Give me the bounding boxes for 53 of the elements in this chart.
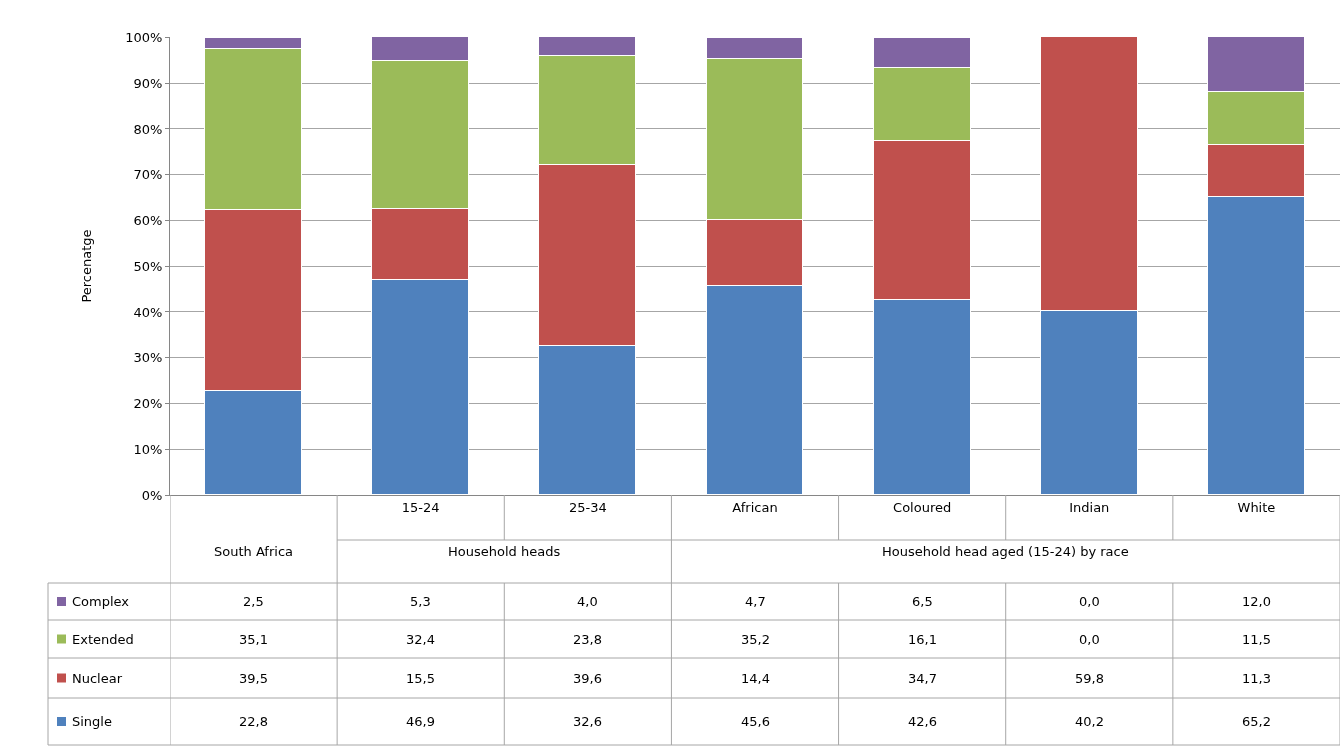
- legend-label: Complex: [72, 594, 130, 609]
- data-label: 4,7: [745, 594, 766, 609]
- data-label: 0,0: [1079, 594, 1100, 609]
- data-label: 16,1: [908, 632, 937, 647]
- text: South Africa: [214, 544, 293, 559]
- data-label: 6,5: [912, 594, 933, 609]
- data-label: 34,7: [908, 671, 937, 686]
- y-tick-label: 60%: [133, 213, 163, 229]
- x-tick-label: 25-34: [568, 499, 607, 515]
- data-label: 32,4: [406, 632, 435, 647]
- data-label: 39,6: [573, 671, 602, 686]
- y-tick-label: 40%: [133, 304, 163, 320]
- data-label: 39,5: [239, 671, 268, 686]
- y-tick-label: 0%: [141, 487, 163, 503]
- data-label: 35,2: [741, 632, 770, 647]
- data-label: 42,6: [908, 714, 937, 729]
- data-label: 65,2: [1242, 714, 1271, 729]
- y-tick-label: 70%: [133, 167, 163, 183]
- data-label: 12,0: [1242, 594, 1271, 609]
- data-label: 5,3: [410, 594, 431, 609]
- x-tick-label: African: [732, 499, 778, 515]
- legend-label: Single: [72, 714, 112, 729]
- x-tick-label: 15-24: [401, 499, 440, 515]
- data-label: 59,8: [1075, 671, 1104, 686]
- y-tick-label: 10%: [133, 441, 163, 457]
- y-axis-title: Percenatge: [79, 229, 95, 303]
- x-tick-label: Indian: [1069, 499, 1110, 515]
- text: Household heads: [448, 544, 561, 559]
- data-label: 45,6: [741, 714, 770, 729]
- data-label: 15,5: [406, 671, 435, 686]
- data-label: 40,2: [1075, 714, 1104, 729]
- data-label: 0,0: [1079, 632, 1100, 647]
- y-tick-label: 90%: [133, 75, 163, 91]
- y-tick-label: 80%: [133, 121, 163, 137]
- data-label: 32,6: [573, 714, 602, 729]
- data-label: 11,3: [1242, 671, 1271, 686]
- y-tick-label: 100%: [125, 30, 163, 46]
- y-tick-label: 30%: [133, 350, 163, 366]
- legend-label: Extended: [72, 632, 134, 647]
- legend-label: Nuclear: [72, 671, 123, 686]
- data-label: 46,9: [406, 714, 435, 729]
- y-tick-label: 20%: [133, 396, 163, 412]
- data-label: 14,4: [741, 671, 770, 686]
- data-label: 23,8: [573, 632, 602, 647]
- data-label: 2,5: [243, 594, 264, 609]
- data-label: 4,0: [577, 594, 598, 609]
- data-label: 11,5: [1242, 632, 1271, 647]
- x-tick-label: White: [1237, 499, 1276, 515]
- x-tick-label: Coloured: [893, 499, 952, 515]
- y-tick-label: 50%: [133, 258, 163, 274]
- text: Household head aged (15-24) by race: [882, 544, 1129, 559]
- data-label: 22,8: [239, 714, 268, 729]
- data-label: 35,1: [239, 632, 268, 647]
